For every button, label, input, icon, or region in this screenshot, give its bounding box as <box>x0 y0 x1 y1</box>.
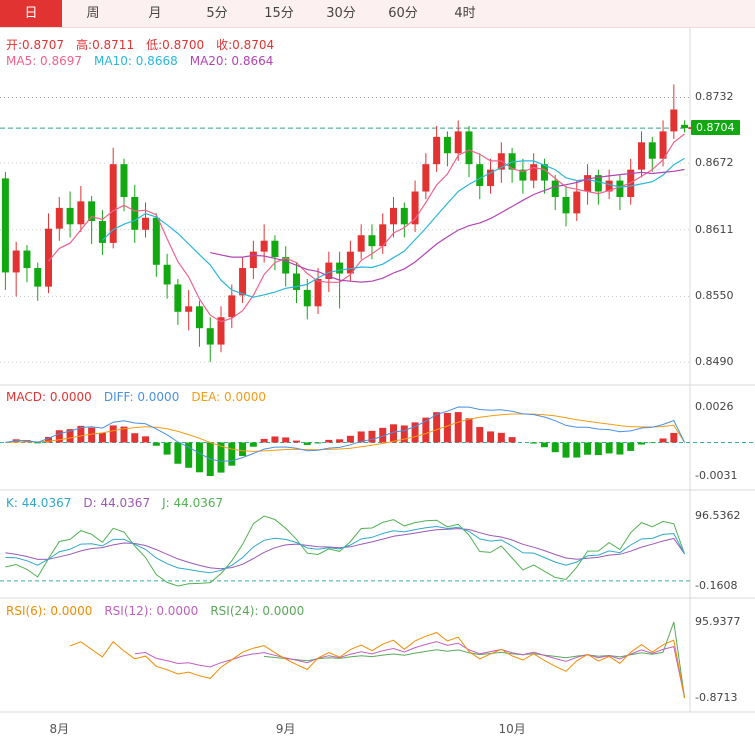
rsi12-value: RSI(12): 0.0000 <box>104 604 199 618</box>
macd-value: MACD: 0.0000 <box>6 390 92 404</box>
low-value: 低:0.8700 <box>146 38 205 52</box>
rsi24-value: RSI(24): 0.0000 <box>210 604 305 618</box>
x-axis-label-aug: 8月 <box>49 722 70 736</box>
y-axis-label: 0.8490 <box>695 355 734 369</box>
tab-60min[interactable]: 60分 <box>388 6 418 21</box>
k-value: K: 44.0367 <box>6 496 72 510</box>
chart-canvas[interactable] <box>0 28 755 742</box>
y-axis-label: -0.0031 <box>695 469 738 482</box>
ma10-legend: MA10: 0.8668 <box>94 54 178 68</box>
tab-5min[interactable]: 5分 <box>206 6 228 21</box>
j-value: J: 44.0367 <box>162 496 224 510</box>
dea-value: DEA: 0.0000 <box>191 390 266 404</box>
ma-legend: MA5: 0.8697 MA10: 0.8668 MA20: 0.8664 <box>6 54 285 68</box>
y-axis-label: 95.9377 <box>695 615 741 628</box>
high-value: 高:0.8711 <box>76 38 135 52</box>
diff-value: DIFF: 0.0000 <box>103 390 180 404</box>
close-value: 收:0.8704 <box>216 38 275 52</box>
kdj-legend: K: 44.0367 D: 44.0367 J: 44.0367 <box>6 496 235 510</box>
y-axis-label: 0.8732 <box>695 90 734 104</box>
y-axis-label: 0.8672 <box>695 156 734 170</box>
ohlc-legend: 开:0.8707 高:0.8711 低:0.8700 收:0.8704 <box>6 36 286 53</box>
rsi6-value: RSI(6): 0.0000 <box>6 604 93 618</box>
tab-month[interactable]: 月 <box>148 6 162 21</box>
y-axis-label: -0.8713 <box>695 691 738 704</box>
y-axis-label: 0.8611 <box>695 222 734 236</box>
macd-legend: MACD: 0.0000 DIFF: 0.0000 DEA: 0.0000 <box>6 390 278 404</box>
y-axis-label: 0.8550 <box>695 289 734 303</box>
open-value: 开:0.8707 <box>6 38 65 52</box>
tab-week[interactable]: 周 <box>86 6 100 21</box>
current-price-tag: 0.8704 <box>691 120 740 136</box>
tab-day[interactable]: 日 <box>0 0 62 27</box>
x-axis-label-oct: 10月 <box>498 722 526 736</box>
y-axis-label: 0.0026 <box>695 400 734 413</box>
chart-area: 开:0.8707 高:0.8711 低:0.8700 收:0.8704 MA5: 0.… <box>0 28 755 742</box>
d-value: D: 44.0367 <box>83 496 151 510</box>
ma20-legend: MA20: 0.8664 <box>189 54 274 68</box>
y-axis-label: 96.5362 <box>695 509 741 522</box>
rsi-legend: RSI(6): 0.0000 RSI(12): 0.0000 RSI(24): 0.… <box>6 604 316 618</box>
y-axis-label: -0.1608 <box>695 579 738 592</box>
tab-30min[interactable]: 30分 <box>326 6 356 21</box>
tab-15min[interactable]: 15分 <box>264 6 294 21</box>
timeframe-tabbar: 日 周 月 5分 15分 30分 60分 4时 <box>0 0 755 28</box>
x-axis-label-sep: 9月 <box>275 722 296 736</box>
ma5-legend: MA5: 0.8697 <box>6 54 83 68</box>
tab-4hour[interactable]: 4时 <box>454 6 476 21</box>
